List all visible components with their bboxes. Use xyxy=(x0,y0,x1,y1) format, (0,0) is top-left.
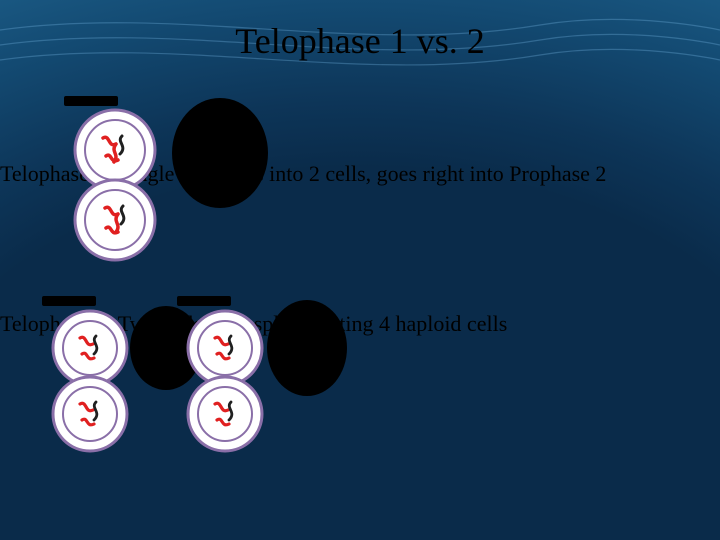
cell-pair-icon xyxy=(175,308,275,463)
slide: Telophase 1 vs. 2 • Telophase 1- Single … xyxy=(0,0,720,540)
black-oval xyxy=(172,98,268,208)
black-bar xyxy=(42,296,96,306)
cell-pair-icon xyxy=(40,308,140,463)
black-bar xyxy=(177,296,231,306)
slide-title: Telophase 1 vs. 2 xyxy=(0,20,720,62)
black-oval xyxy=(267,300,347,396)
black-bar xyxy=(64,96,118,106)
cell-pair-icon xyxy=(60,108,170,273)
